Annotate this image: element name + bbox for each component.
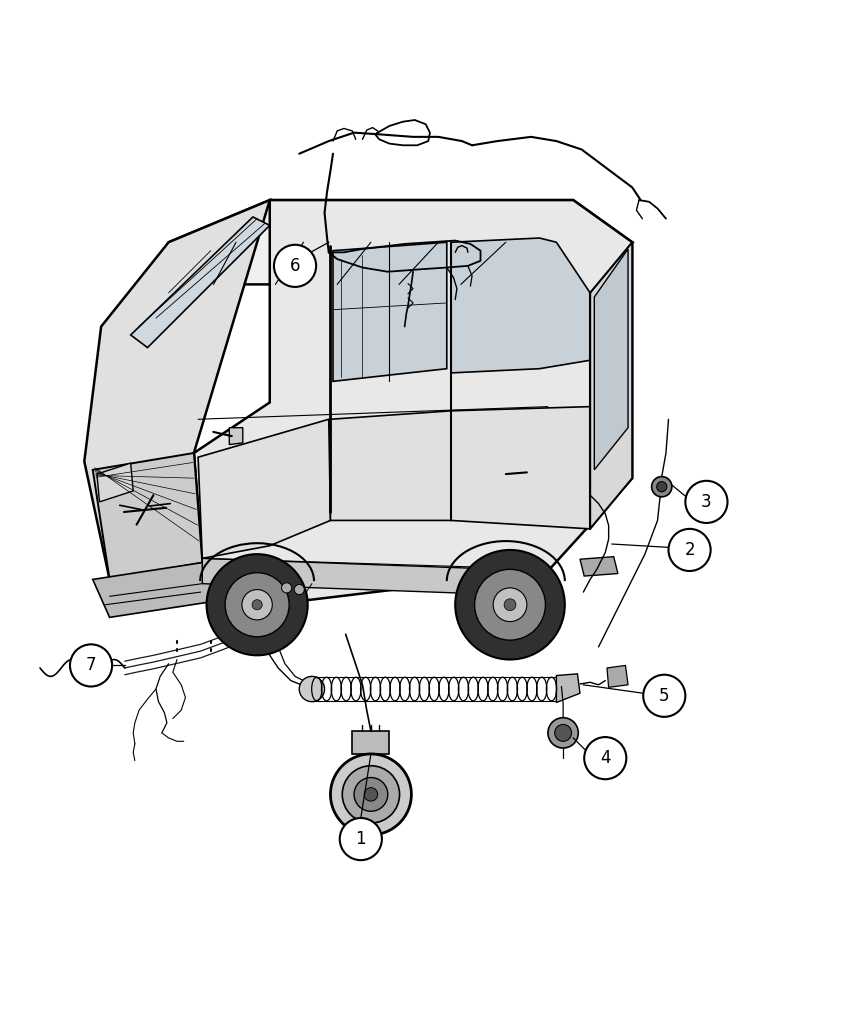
- Polygon shape: [451, 238, 590, 373]
- Polygon shape: [594, 249, 628, 470]
- Polygon shape: [93, 562, 219, 617]
- Circle shape: [555, 724, 572, 741]
- Circle shape: [354, 777, 388, 811]
- Polygon shape: [580, 557, 618, 577]
- Text: 3: 3: [701, 493, 711, 511]
- Circle shape: [475, 569, 545, 640]
- Polygon shape: [93, 453, 202, 580]
- Circle shape: [282, 583, 292, 593]
- Text: 5: 5: [659, 687, 669, 705]
- Polygon shape: [131, 217, 270, 347]
- Circle shape: [685, 481, 728, 523]
- Polygon shape: [333, 243, 447, 381]
- Polygon shape: [590, 243, 632, 528]
- Circle shape: [340, 818, 382, 860]
- Circle shape: [342, 766, 400, 823]
- Circle shape: [455, 550, 565, 659]
- Circle shape: [242, 590, 272, 620]
- Polygon shape: [84, 200, 270, 580]
- Circle shape: [668, 528, 711, 571]
- Circle shape: [299, 677, 325, 701]
- Circle shape: [70, 644, 112, 686]
- Polygon shape: [330, 411, 451, 520]
- Polygon shape: [451, 407, 590, 528]
- Circle shape: [652, 476, 672, 497]
- Circle shape: [657, 481, 667, 492]
- Text: 4: 4: [600, 750, 610, 767]
- Polygon shape: [194, 200, 632, 605]
- Circle shape: [504, 599, 516, 610]
- Text: 7: 7: [86, 656, 96, 675]
- Polygon shape: [556, 674, 580, 702]
- Circle shape: [330, 754, 411, 835]
- Polygon shape: [152, 200, 632, 285]
- Circle shape: [294, 585, 304, 595]
- Circle shape: [548, 718, 578, 749]
- Polygon shape: [229, 428, 243, 444]
- Circle shape: [493, 588, 527, 622]
- Circle shape: [274, 245, 316, 287]
- Circle shape: [643, 675, 685, 717]
- Circle shape: [207, 554, 308, 655]
- Polygon shape: [202, 558, 548, 596]
- Text: 2: 2: [685, 541, 695, 559]
- Circle shape: [584, 737, 626, 779]
- Polygon shape: [607, 666, 628, 687]
- Circle shape: [225, 572, 289, 637]
- Polygon shape: [97, 463, 133, 502]
- Circle shape: [252, 600, 262, 609]
- Circle shape: [364, 787, 378, 801]
- Polygon shape: [352, 731, 389, 754]
- Text: 1: 1: [356, 830, 366, 848]
- Text: 6: 6: [290, 257, 300, 274]
- Polygon shape: [198, 419, 330, 558]
